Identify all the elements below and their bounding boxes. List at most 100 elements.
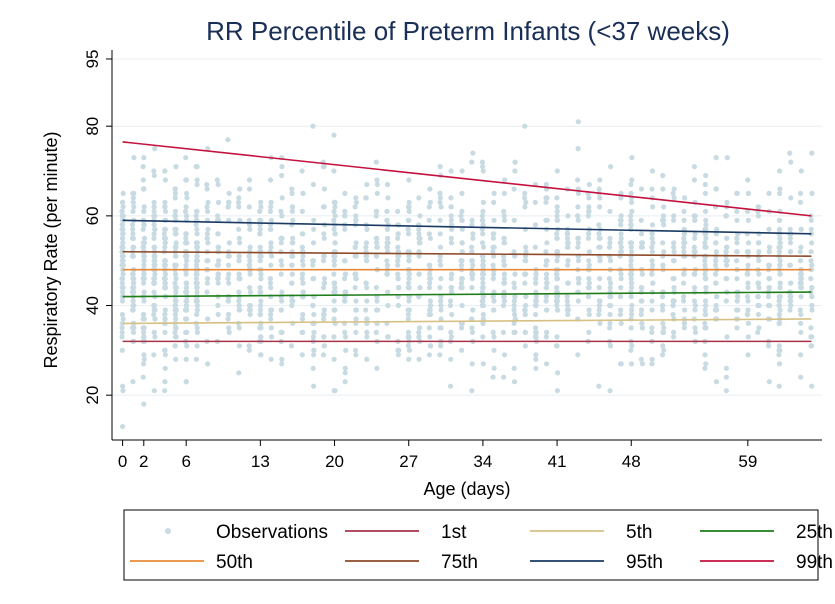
observation-point xyxy=(257,289,263,295)
observation-point xyxy=(713,280,719,286)
observation-point xyxy=(469,159,475,165)
observation-point xyxy=(437,258,443,264)
observation-point xyxy=(120,240,126,246)
observation-point xyxy=(660,289,666,295)
observation-point xyxy=(776,249,783,255)
observation-point xyxy=(596,285,602,291)
observation-point xyxy=(373,213,379,219)
observation-point xyxy=(204,258,210,264)
observation-point xyxy=(788,159,794,165)
observation-point xyxy=(543,276,550,282)
observation-point xyxy=(523,294,529,300)
observation-point xyxy=(237,240,243,246)
legend-label: 99th xyxy=(796,552,833,573)
observation-point xyxy=(766,226,772,232)
observation-point xyxy=(660,213,667,219)
observation-point xyxy=(416,325,423,331)
observation-point xyxy=(777,285,783,291)
y-tick-label: 80 xyxy=(83,117,102,136)
observation-point xyxy=(363,258,369,264)
observation-point xyxy=(723,249,729,255)
observation-point xyxy=(543,195,549,201)
observation-point xyxy=(756,325,762,331)
observation-point xyxy=(681,235,687,241)
observation-point xyxy=(776,226,783,232)
observation-point xyxy=(809,383,815,389)
observation-point xyxy=(649,325,655,331)
observation-point xyxy=(777,280,783,286)
observation-point xyxy=(661,249,667,255)
x-tick-label: 59 xyxy=(738,452,757,471)
observation-point xyxy=(607,388,613,394)
observation-point xyxy=(131,155,137,161)
observation-point xyxy=(532,199,538,205)
observation-point xyxy=(310,262,316,268)
observation-point xyxy=(777,320,783,326)
observation-point xyxy=(331,132,337,138)
observation-point xyxy=(522,307,528,313)
observation-point xyxy=(586,307,592,313)
observation-point xyxy=(745,240,752,246)
observation-point xyxy=(523,302,529,309)
observation-point xyxy=(681,294,687,300)
observation-point xyxy=(692,231,698,237)
observation-point xyxy=(765,294,772,300)
observation-point xyxy=(290,217,296,223)
observation-point xyxy=(629,307,635,313)
observation-point xyxy=(554,249,560,255)
observation-point xyxy=(172,343,178,349)
observation-point xyxy=(788,294,794,300)
x-tick-label: 6 xyxy=(181,452,190,471)
observation-point xyxy=(194,289,200,295)
observation-point xyxy=(173,276,179,282)
observation-point xyxy=(682,195,688,201)
observation-point xyxy=(341,213,348,219)
observation-point xyxy=(321,316,327,322)
observation-point xyxy=(777,190,783,196)
observation-point xyxy=(183,240,189,246)
observation-point xyxy=(426,352,432,358)
observation-point xyxy=(649,262,656,268)
observation-point xyxy=(661,204,667,210)
observation-point xyxy=(119,222,125,228)
observation-point xyxy=(480,258,486,264)
observation-point xyxy=(131,276,137,282)
observation-point xyxy=(130,329,137,335)
observation-point xyxy=(788,195,794,201)
observation-point xyxy=(670,311,676,318)
observation-point xyxy=(173,316,179,322)
observation-point xyxy=(735,307,741,313)
observation-point xyxy=(172,213,178,219)
observation-point xyxy=(438,298,444,304)
observation-point xyxy=(490,231,496,237)
observation-point xyxy=(702,240,708,246)
observation-point xyxy=(639,285,645,291)
observation-point xyxy=(607,240,613,246)
observation-point xyxy=(258,276,264,282)
observation-point xyxy=(459,208,465,214)
observation-point xyxy=(311,347,317,353)
observation-point xyxy=(352,253,358,259)
observation-point xyxy=(130,325,136,331)
observation-point xyxy=(131,190,137,196)
observation-point xyxy=(405,343,411,349)
observation-point xyxy=(226,199,232,205)
observation-point xyxy=(205,316,211,322)
observation-point xyxy=(808,217,814,223)
legend-label: 50th xyxy=(216,552,253,573)
observation-point xyxy=(406,307,412,313)
observation-point xyxy=(448,235,454,241)
observation-point xyxy=(343,347,349,353)
observation-point xyxy=(267,280,274,286)
observation-point xyxy=(353,276,359,282)
legend-symbol xyxy=(165,528,171,534)
observation-point xyxy=(183,271,189,277)
observation-point xyxy=(235,199,242,205)
observation-point xyxy=(204,231,210,237)
observation-point xyxy=(194,240,200,246)
observation-point xyxy=(723,213,729,219)
observation-point xyxy=(628,294,634,300)
observation-point xyxy=(416,231,422,237)
observation-point xyxy=(618,271,624,277)
observation-point xyxy=(342,208,348,214)
